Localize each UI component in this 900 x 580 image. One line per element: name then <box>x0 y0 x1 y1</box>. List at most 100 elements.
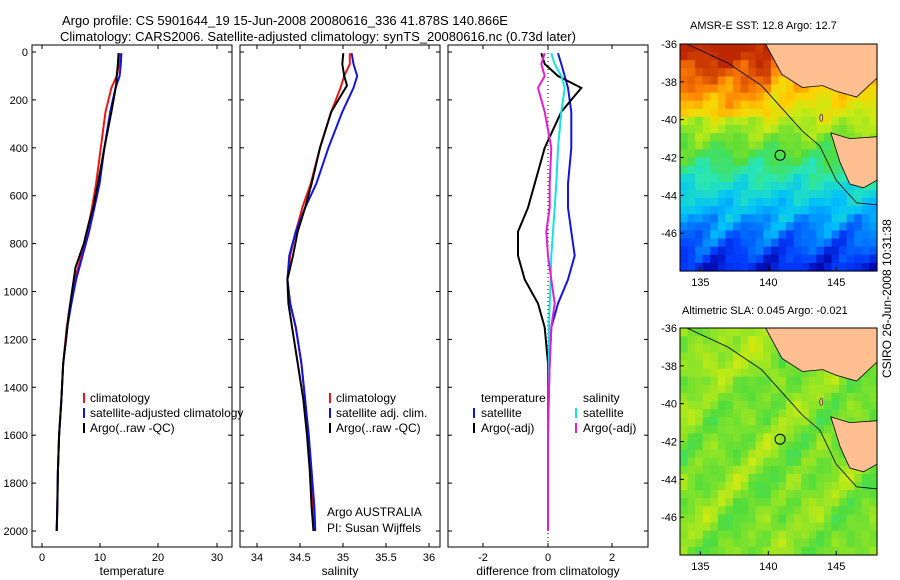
map-cell <box>770 141 780 150</box>
map-cell <box>831 400 840 410</box>
map-cell <box>793 141 802 150</box>
map-cell <box>823 92 833 102</box>
map-cell <box>755 116 764 126</box>
map-cell <box>763 230 772 240</box>
map-cell <box>733 409 742 418</box>
map-cell <box>854 133 863 142</box>
map-cell <box>808 173 817 183</box>
map-cell <box>816 473 825 483</box>
map-cell <box>702 441 711 451</box>
map-cell <box>717 262 727 272</box>
map-cell <box>740 125 749 134</box>
map-cell <box>680 189 689 199</box>
map-cell <box>733 116 742 126</box>
map-cell <box>687 68 696 78</box>
map-cell <box>733 433 742 443</box>
map-cell <box>695 254 704 264</box>
map-cell <box>710 141 719 150</box>
map-cell <box>702 149 711 159</box>
map-cell <box>680 141 689 150</box>
map-cell <box>778 400 787 410</box>
map-cell <box>816 181 825 191</box>
map-cell <box>717 133 727 142</box>
map-cell <box>861 246 871 256</box>
map-cell <box>717 230 727 240</box>
map-cell <box>710 384 719 394</box>
map-cell <box>717 254 727 264</box>
map-cell <box>755 181 764 191</box>
map-cell <box>755 173 764 183</box>
map-cell <box>680 198 689 207</box>
map-cell <box>687 433 696 443</box>
map-cell <box>725 473 734 483</box>
map-cell <box>725 392 734 402</box>
map-cell <box>725 116 734 126</box>
map-cell <box>869 125 878 134</box>
map-cell <box>823 230 833 240</box>
map-cell <box>801 433 810 443</box>
map-cell <box>839 181 848 191</box>
map-cell <box>725 157 734 167</box>
map-cell <box>770 409 780 418</box>
map-cell <box>755 392 764 402</box>
map-cell <box>680 68 689 78</box>
map-cell <box>808 84 817 94</box>
map-cell <box>808 181 817 191</box>
map-cell <box>733 336 742 345</box>
map-cell <box>695 465 704 475</box>
map-cell <box>801 157 810 167</box>
map-cell <box>695 425 704 434</box>
map-cell <box>702 400 711 410</box>
map-cell <box>740 173 749 183</box>
map-cell <box>831 449 840 459</box>
map-cell <box>793 473 802 483</box>
map-cell <box>680 84 689 94</box>
map-cell <box>733 506 742 516</box>
map-cell <box>763 336 772 345</box>
map-cell <box>710 246 719 256</box>
map-cell <box>854 498 863 507</box>
map-cell <box>770 457 780 467</box>
map-cell <box>763 546 772 556</box>
map-cell <box>831 538 840 548</box>
map-cell <box>740 352 749 362</box>
map-cell <box>748 173 757 183</box>
map-cell <box>680 173 689 183</box>
map-cell <box>680 482 689 491</box>
map-cell <box>770 76 780 86</box>
map-cell <box>816 262 825 272</box>
map-cell <box>854 116 863 126</box>
map-cell <box>839 262 848 272</box>
map-cell <box>861 392 871 402</box>
map-cell <box>695 68 704 78</box>
map-cell <box>695 473 704 483</box>
map-cell <box>740 92 749 102</box>
map-cell <box>755 538 764 548</box>
map-cell <box>869 465 878 475</box>
map-cell <box>770 206 780 215</box>
map-cell <box>687 108 696 118</box>
map-cell <box>786 92 795 102</box>
map-cell <box>717 44 727 53</box>
map-cell <box>687 376 696 386</box>
map-cell <box>687 60 696 69</box>
shelf-contour <box>686 43 878 206</box>
map-cell <box>725 546 734 556</box>
map-cell <box>755 441 764 451</box>
map-cell <box>717 514 727 524</box>
x-tick-label: 0 <box>39 552 45 564</box>
map-cell <box>717 125 727 134</box>
map-cell <box>680 125 689 134</box>
map-cell <box>763 262 772 272</box>
map-cell <box>786 84 795 94</box>
map-cell <box>710 108 719 118</box>
map-cell <box>831 514 840 524</box>
map-cell <box>808 465 817 475</box>
map-cell <box>778 262 787 272</box>
map-cell <box>846 506 855 516</box>
map-cell <box>869 206 878 215</box>
map-cell <box>702 352 711 362</box>
map-cell <box>687 425 696 434</box>
map-cell <box>680 368 689 378</box>
